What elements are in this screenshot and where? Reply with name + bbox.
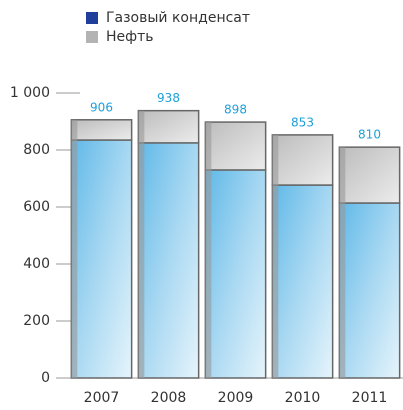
- bar-edge: [205, 122, 212, 378]
- legend-swatch: [86, 31, 98, 43]
- bar-segment: [338, 146, 401, 204]
- total-label: 906: [90, 100, 113, 114]
- y-tick-label: 0: [41, 370, 50, 386]
- x-tick-label: 2009: [218, 390, 254, 406]
- legend-swatch: [86, 12, 98, 24]
- total-label: 898: [224, 103, 247, 117]
- bar-edge: [138, 110, 145, 379]
- x-tick-label: 2008: [151, 390, 187, 406]
- bar-edge: [339, 147, 346, 378]
- bar-segment: [204, 169, 267, 379]
- bar-segment: [271, 184, 334, 379]
- x-tick-label: 2010: [285, 390, 321, 406]
- bar-segment: [137, 109, 200, 144]
- y-tick-label: 400: [23, 256, 50, 272]
- y-tick-label: 800: [23, 142, 50, 158]
- bar-segment: [338, 202, 401, 379]
- bar-segment: [204, 121, 267, 171]
- bar-segment: [70, 119, 133, 141]
- total-label: 938: [157, 91, 180, 105]
- bar-segment: [137, 142, 200, 379]
- y-tick-label: 200: [23, 313, 50, 329]
- legend-label: Газовый конденсат: [106, 10, 250, 26]
- bar-edge: [272, 134, 279, 378]
- bar-segment: [271, 134, 334, 186]
- bar-edge: [71, 119, 78, 378]
- x-tick-label: 2007: [84, 390, 120, 406]
- total-label: 810: [358, 128, 381, 142]
- y-tick-label: 600: [23, 199, 50, 215]
- bar-segment: [70, 139, 133, 379]
- legend-label: Нефть: [106, 29, 154, 45]
- y-tick-label: 1 000: [10, 85, 50, 101]
- total-label: 853: [291, 115, 314, 129]
- x-tick-label: 2011: [352, 390, 388, 406]
